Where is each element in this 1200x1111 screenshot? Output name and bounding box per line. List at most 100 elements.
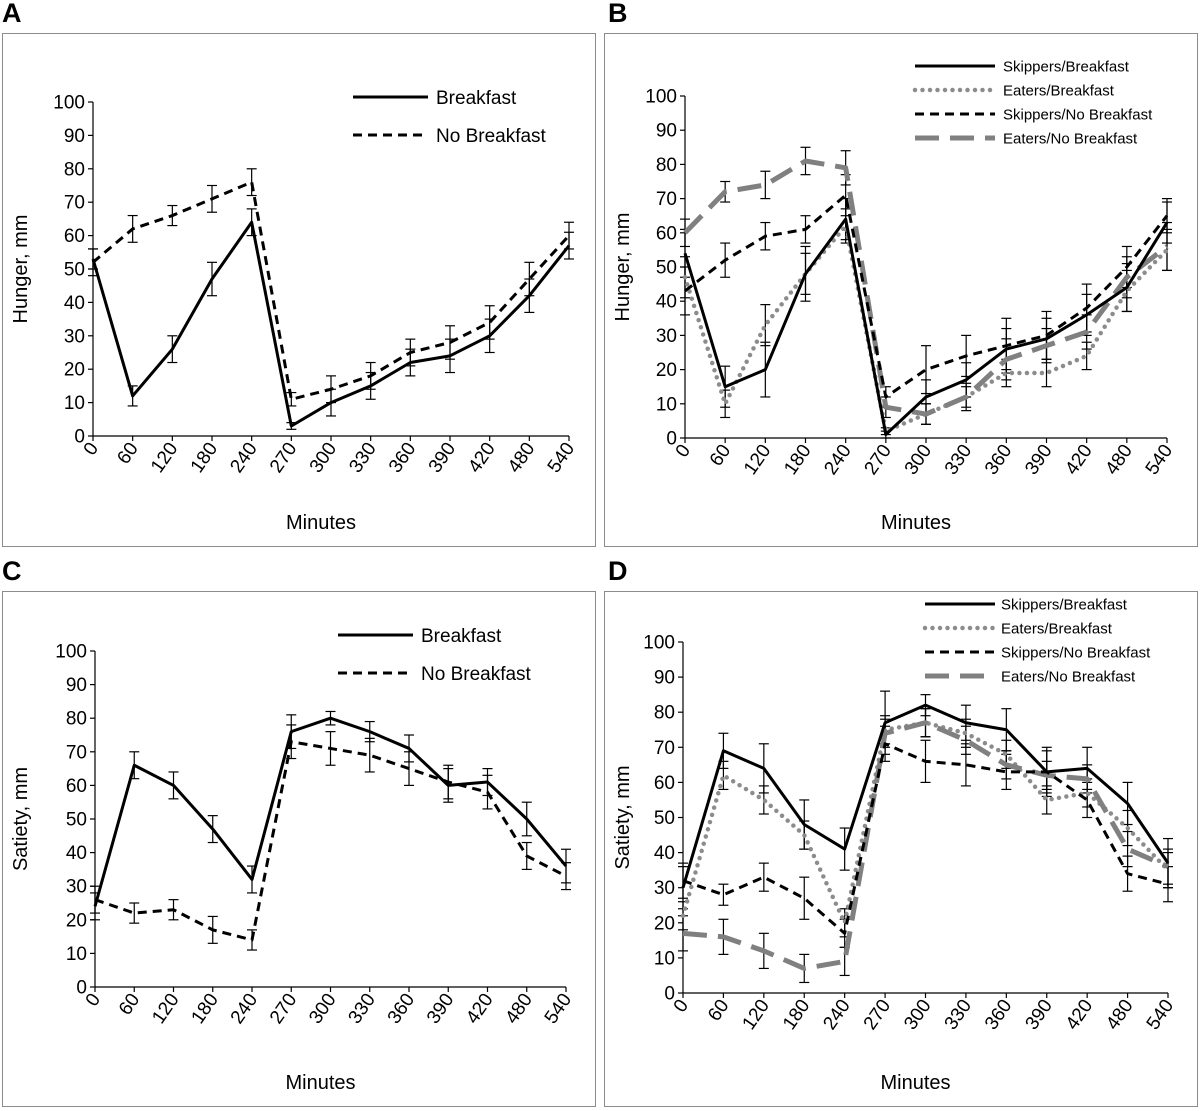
- panel-b: 0 10 20 30 40 50 60 70 80 90 100 0 60 120 180 240 270 300…: [604, 33, 1198, 547]
- chart-b-x-tick-label: 240: [820, 441, 855, 479]
- chart-c-y-tick-label: 40: [66, 843, 87, 864]
- chart-b-x-tick-label: 60: [706, 441, 735, 470]
- chart-c-y-tick-label: 100: [55, 642, 87, 663]
- chart-a-y-tick-label: 60: [64, 226, 85, 247]
- chart-d-y-tick-label: 90: [654, 668, 675, 689]
- chart-d-x-axis-title: Minutes: [880, 1072, 950, 1094]
- chart-a-x-tick-label: 300: [306, 439, 341, 477]
- chart-b-legend-label-eaters-no-breakfast: Eaters/No Breakfast: [1003, 130, 1138, 147]
- chart-d-y-tick-label: 0: [664, 984, 675, 1005]
- chart-c-y-tick-label: 50: [66, 810, 87, 831]
- chart-d-errorbar-eaters-no-breakfast: [1122, 830, 1133, 868]
- chart-a-x-tick-label: 480: [504, 439, 539, 477]
- chart-c-x-tick-label: 60: [115, 990, 144, 1019]
- chart-a-legend-label-no-breakfast: No Breakfast: [436, 126, 547, 147]
- chart-c-x-tick-label: 270: [266, 990, 301, 1028]
- chart-d-errorbar-skippers-no-breakfast: [799, 876, 810, 920]
- chart-b-x-tick-label: 420: [1061, 441, 1096, 479]
- panel-a: 0 10 20 30 40 50 60 70 80 90 100 0 60 120 180 240 270 300…: [2, 33, 596, 547]
- chart-a-y-tick-label: 90: [64, 126, 85, 147]
- chart-a-errorbar-no-breakfast: [246, 168, 257, 197]
- chart-b-x-tick-label: 330: [941, 441, 976, 479]
- chart-b-legend: Skippers/Breakfast Eaters/Breakfast Skippe…: [912, 58, 1153, 147]
- chart-d-series-eaters-breakfast: [680, 720, 1171, 926]
- chart-c-series-no-breakfast: [94, 740, 567, 942]
- chart-a-y-tick-label: 40: [64, 293, 85, 314]
- chart-b-y-tick-label: 40: [656, 292, 677, 313]
- chart-d-errorbar-skippers-no-breakfast: [718, 883, 729, 906]
- chart-b-series-skippers-no-breakfast: [684, 193, 1169, 399]
- chart-a-x-tick-label: 180: [187, 439, 222, 477]
- chart-a-x-tick-label: 240: [226, 439, 261, 477]
- chart-c-legend-label-breakfast: Breakfast: [421, 626, 502, 647]
- chart-b-x-tick-label: 270: [861, 441, 896, 479]
- chart-c-x-axis-title: Minutes: [285, 1072, 355, 1094]
- chart-a-x-tick-label: 420: [464, 439, 499, 477]
- chart-b-legend-label-skippers-breakfast: Skippers/Breakfast: [1003, 58, 1130, 75]
- chart-a-y-tick-label: 0: [74, 427, 85, 448]
- chart-c-x-tick-label: 540: [541, 990, 576, 1028]
- chart-d-y-tick-label: 70: [654, 738, 675, 759]
- chart-c-x-tick-label: 420: [462, 990, 497, 1028]
- chart-b-errorbar-skippers-no-breakfast: [921, 345, 931, 395]
- chart-b-y-tick-label: 100: [645, 87, 677, 108]
- chart-d-x-tick-label: 270: [860, 996, 895, 1034]
- chart-a-y-tick-label: 100: [53, 93, 85, 114]
- chart-c-x-tick-label: 330: [344, 990, 379, 1028]
- chart-a-y-tick-label: 70: [64, 193, 85, 214]
- chart-d-x-tick-label: 480: [1102, 996, 1137, 1034]
- chart-b-x-tick-label: 480: [1102, 441, 1137, 479]
- chart-d-y-tick-label: 40: [654, 843, 675, 864]
- panel-d: 0 10 20 30 40 50 60 70 80 90 100 0 60 120 180 240 270 300…: [604, 591, 1198, 1107]
- chart-b-series-eaters-no-breakfast: [683, 158, 1169, 417]
- chart-b-errorbar-eaters-no-breakfast: [760, 170, 771, 200]
- chart-a-x-tick-label: 390: [425, 439, 460, 477]
- chart-b-y-tick-label: 90: [656, 121, 677, 142]
- chart-c-series-breakfast: [93, 716, 568, 907]
- chart-a-x-tick-label: 60: [113, 439, 142, 468]
- chart-d-y-tick-label: 10: [654, 948, 675, 969]
- chart-c-legend: Breakfast No Breakfast: [338, 626, 532, 685]
- chart-a-y-tick-label: 30: [64, 326, 85, 347]
- chart-c-x-tick-label: 480: [501, 990, 536, 1028]
- chart-a-y-tick-label: 20: [64, 360, 85, 381]
- chart-c-y-tick-label: 60: [66, 776, 87, 797]
- chart-d-errorbar-skippers-no-breakfast: [758, 862, 769, 892]
- chart-d-x-tick-label: 300: [900, 996, 935, 1034]
- chart-b-series-skippers-breakfast: [683, 217, 1169, 437]
- chart-a-y-axis-title: Hunger, mm: [10, 215, 32, 324]
- chart-d-y-tick-label: 50: [654, 808, 675, 829]
- chart-d-legend-label-skippers-breakfast: Skippers/Breakfast: [1001, 596, 1128, 613]
- chart-d-y-tick-label: 30: [654, 878, 675, 899]
- chart-b-x-tick-label: 540: [1142, 441, 1177, 479]
- chart-d-legend-label-eaters-no-breakfast: Eaters/No Breakfast: [1001, 668, 1136, 685]
- panel-label-a: A: [2, 0, 22, 28]
- chart-a-legend-label-breakfast: Breakfast: [436, 88, 517, 109]
- chart-d-y-tick-label: 20: [654, 913, 675, 934]
- chart-d-x-tick-label: 540: [1143, 996, 1178, 1034]
- chart-c-y-tick-label: 70: [66, 742, 87, 763]
- chart-c-legend-label-no-breakfast: No Breakfast: [421, 664, 532, 685]
- chart-d-x-tick-label: 180: [779, 996, 814, 1034]
- chart-c-x-tick-label: 120: [148, 990, 183, 1028]
- chart-b-x-tick-label: 300: [901, 441, 936, 479]
- chart-c-errorbar-no-breakfast: [561, 862, 571, 891]
- chart-a-x-tick-label: 0: [80, 439, 103, 460]
- chart-d-x-tick-label: 240: [819, 996, 854, 1034]
- chart-b-x-tick-label: 180: [780, 441, 815, 479]
- chart-d-series-skippers-no-breakfast: [682, 742, 1169, 935]
- chart-d-legend-label-eaters-breakfast: Eaters/Breakfast: [1001, 620, 1113, 637]
- chart-d-legend-label-skippers-no-breakfast: Skippers/No Breakfast: [1001, 644, 1151, 661]
- chart-c-x-tick-label: 0: [82, 990, 105, 1011]
- chart-a-series-no-breakfast: [92, 180, 571, 401]
- chart-b-y-tick-label: 20: [656, 360, 677, 381]
- chart-d-y-axis-title: Satiety, mm: [612, 765, 634, 869]
- chart-c-x-tick-label: 360: [384, 990, 419, 1028]
- chart-c-y-tick-label: 90: [66, 675, 87, 696]
- chart-d-x-tick-label: 120: [739, 996, 774, 1034]
- chart-a-x-tick-label: 120: [147, 439, 182, 477]
- chart-d-errorbar-eaters-no-breakfast: [960, 725, 971, 755]
